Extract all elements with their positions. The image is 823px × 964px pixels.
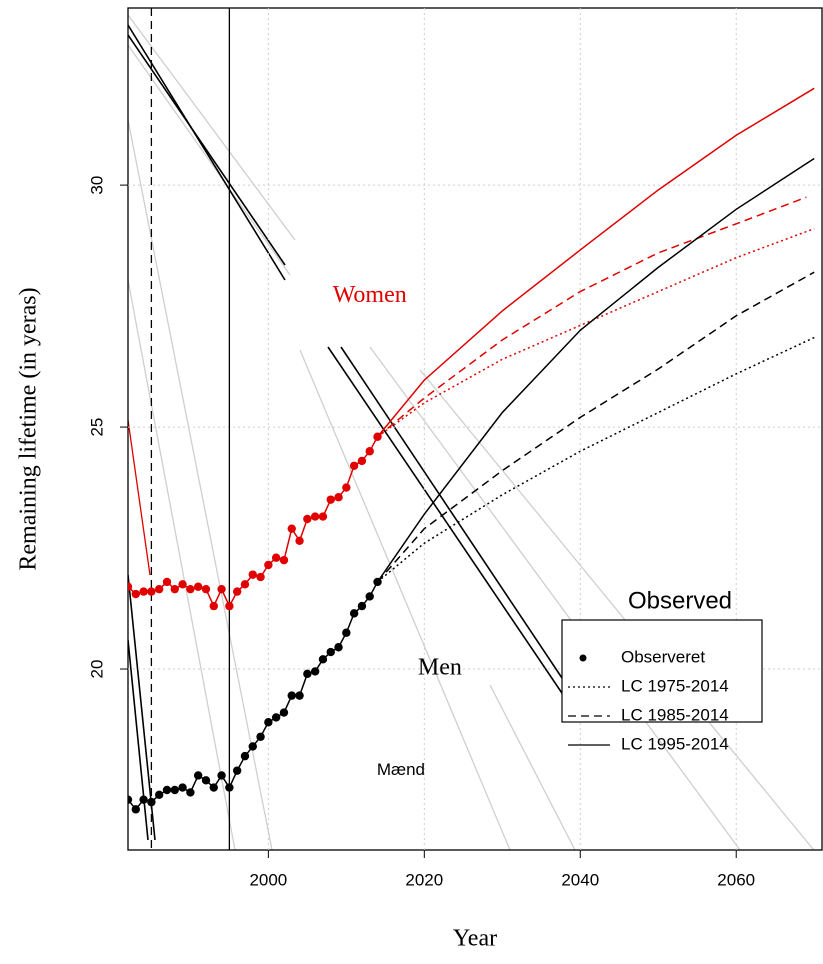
annotation: Women (333, 282, 407, 308)
data-point (287, 524, 296, 533)
data-point (178, 783, 187, 792)
x-tick-label: 2040 (561, 870, 599, 889)
y-tick-label: 20 (87, 660, 106, 679)
x-tick-label: 2000 (249, 870, 287, 889)
data-point (209, 601, 218, 611)
legend-symbol (579, 654, 587, 662)
data-point (256, 572, 265, 582)
data-point (303, 669, 312, 679)
data-point (170, 584, 179, 594)
data-point (279, 555, 289, 565)
data-point (232, 587, 242, 596)
data-point (201, 584, 211, 594)
data-point (162, 577, 172, 587)
decorations (128, 14, 815, 850)
data-point (365, 592, 374, 601)
data-point (334, 493, 343, 502)
plot-area (128, 8, 822, 850)
data-point (326, 495, 335, 504)
data-point (279, 708, 289, 717)
data-point (248, 742, 257, 751)
data-point (131, 805, 140, 814)
series-line (128, 581, 379, 811)
y-axis-label: Remaining lifetime (in yeras) (16, 287, 42, 570)
series-line (377, 336, 815, 583)
data-point (193, 582, 203, 591)
x-tick-label: 2020 (405, 870, 443, 889)
data-point (128, 582, 133, 591)
data-point (326, 647, 335, 657)
data-point (217, 584, 226, 594)
data-point (186, 584, 195, 594)
legend-label: Observeret (621, 647, 705, 666)
data-point (162, 785, 172, 795)
data-point (128, 795, 133, 804)
series-line (376, 157, 815, 583)
legend-label: LC 1985-2014 (621, 705, 729, 724)
series-line (376, 87, 815, 438)
data-point (303, 514, 312, 524)
data-point (178, 580, 187, 589)
data-point (334, 643, 343, 652)
data-point (232, 766, 242, 775)
data-point (342, 483, 351, 492)
legend-label: LC 1995-2014 (621, 734, 729, 753)
data-point (310, 512, 320, 521)
data-point (240, 580, 250, 589)
legend-title: Observed (628, 587, 732, 614)
data-point (209, 783, 218, 792)
annotation: Mænd (377, 760, 425, 779)
y-tick-label: 30 (87, 176, 106, 195)
y-tick-label: 25 (87, 418, 106, 437)
data-point (256, 732, 265, 741)
data-point (225, 783, 234, 792)
legend-box (561, 619, 763, 723)
data-point (240, 751, 250, 761)
data-point (139, 795, 148, 804)
data-point (357, 456, 367, 466)
data-point (287, 691, 296, 700)
data-point (318, 512, 328, 521)
data-point (193, 771, 203, 780)
data-point (154, 790, 164, 800)
data-point (154, 584, 164, 594)
data-point (365, 447, 374, 456)
data-point (271, 553, 281, 562)
data-point (147, 587, 156, 596)
data-point (310, 667, 320, 676)
data-point (225, 601, 234, 611)
data-point (131, 589, 140, 599)
data-point (186, 788, 195, 797)
series-line (377, 196, 807, 438)
data-point (349, 461, 359, 470)
data-point (271, 713, 281, 722)
series-line (377, 227, 815, 438)
data-point (217, 771, 226, 780)
data-point (147, 797, 156, 807)
data-point (342, 628, 351, 637)
data-point (295, 691, 304, 700)
x-tick-label: 2060 (717, 870, 755, 889)
plot-frame (127, 7, 823, 851)
legend-label: LC 1975-2014 (621, 676, 729, 695)
data-point (295, 536, 304, 545)
data-point (349, 609, 359, 618)
data-point (139, 587, 148, 596)
data-point (201, 776, 211, 785)
data-point (170, 785, 179, 795)
data-point (264, 560, 273, 570)
x-axis-label: Year (453, 926, 497, 952)
data-point (318, 655, 328, 664)
data-point (357, 601, 367, 611)
data-point (248, 570, 257, 579)
annotation: Men (418, 655, 462, 681)
data-point (264, 718, 273, 727)
series-line (376, 271, 815, 583)
